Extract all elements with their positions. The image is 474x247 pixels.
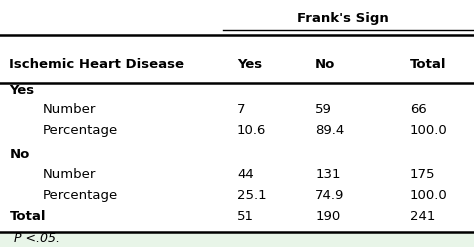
Text: 131: 131 bbox=[315, 168, 341, 181]
Text: Ischemic Heart Disease: Ischemic Heart Disease bbox=[9, 58, 184, 71]
Text: Number: Number bbox=[43, 168, 96, 181]
Text: 66: 66 bbox=[410, 103, 427, 116]
Text: 44: 44 bbox=[237, 168, 254, 181]
Text: 190: 190 bbox=[315, 210, 340, 223]
Text: Total: Total bbox=[410, 58, 447, 71]
Text: 10.6: 10.6 bbox=[237, 124, 266, 137]
Text: Percentage: Percentage bbox=[43, 124, 118, 137]
Text: Frank's Sign: Frank's Sign bbox=[297, 12, 388, 25]
Text: Yes: Yes bbox=[237, 58, 262, 71]
Text: 59: 59 bbox=[315, 103, 332, 116]
Text: 241: 241 bbox=[410, 210, 436, 223]
Text: 89.4: 89.4 bbox=[315, 124, 345, 137]
Text: No: No bbox=[9, 148, 30, 161]
Text: Number: Number bbox=[43, 103, 96, 116]
FancyBboxPatch shape bbox=[0, 232, 474, 247]
Text: Total: Total bbox=[9, 210, 46, 223]
Text: P <.05.: P <.05. bbox=[14, 232, 60, 245]
Text: 51: 51 bbox=[237, 210, 254, 223]
Text: 74.9: 74.9 bbox=[315, 189, 345, 202]
Text: 25.1: 25.1 bbox=[237, 189, 266, 202]
Text: 7: 7 bbox=[237, 103, 246, 116]
Text: No: No bbox=[315, 58, 336, 71]
Text: 175: 175 bbox=[410, 168, 436, 181]
Text: 100.0: 100.0 bbox=[410, 124, 448, 137]
Text: Percentage: Percentage bbox=[43, 189, 118, 202]
Text: 100.0: 100.0 bbox=[410, 189, 448, 202]
Text: Yes: Yes bbox=[9, 84, 35, 97]
